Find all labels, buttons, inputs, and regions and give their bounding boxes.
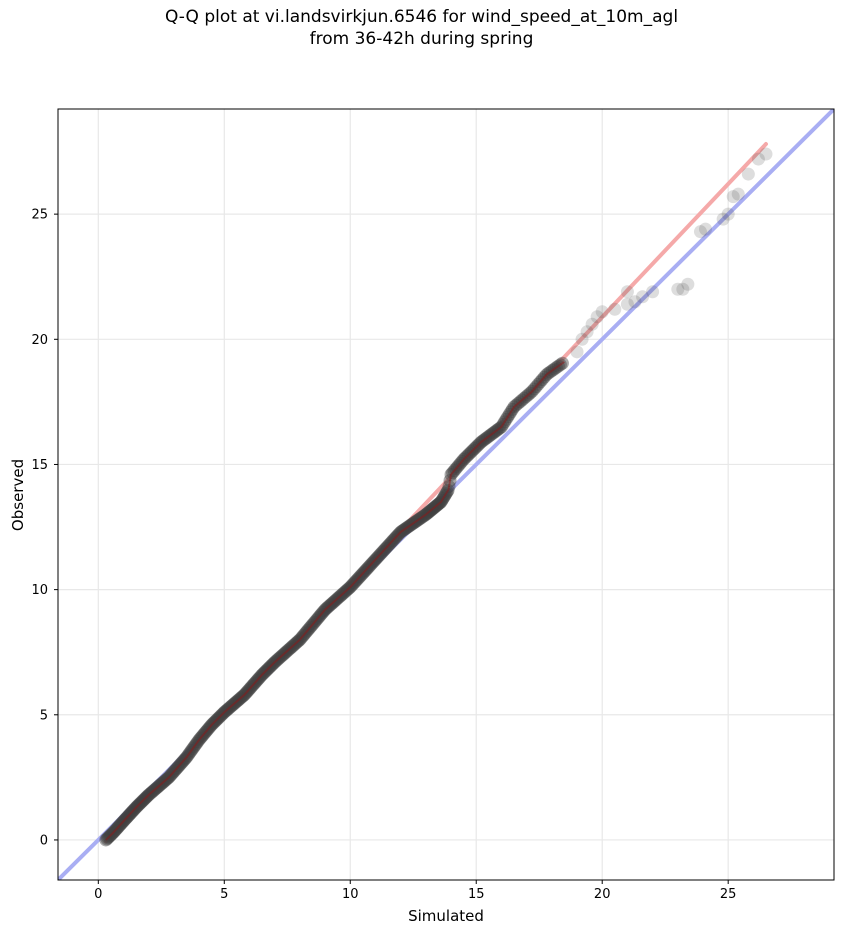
data-point [646, 285, 660, 299]
y-tick-label: 5 [40, 708, 48, 723]
data-point [731, 187, 745, 201]
y-axis-label: Observed [9, 459, 27, 531]
plot-frame [57, 108, 835, 881]
data-point [585, 317, 599, 331]
data-point [595, 305, 609, 319]
chart-title: Q-Q plot at vi.landsvirkjun.6546 for win… [0, 6, 843, 50]
data-point [751, 152, 765, 166]
fit-line [103, 142, 768, 844]
y-tick-label: 15 [31, 458, 48, 473]
x-axis-label: Simulated [408, 907, 484, 925]
data-point [628, 295, 642, 309]
y-tick-label: 10 [31, 583, 48, 598]
data-point [570, 345, 584, 359]
x-tick-label: 5 [220, 887, 228, 902]
data-points [99, 147, 773, 847]
dense-trace [105, 361, 565, 841]
data-point [721, 207, 735, 221]
x-tick-label: 15 [468, 887, 485, 902]
axis-ticks: 0 5 10 15 20 25 0 5 10 15 20 25 [31, 208, 736, 902]
data-point [580, 325, 594, 339]
data-point [608, 302, 622, 316]
data-point [676, 282, 690, 296]
data-point [699, 222, 713, 236]
data-point [671, 282, 685, 296]
data-point [575, 332, 589, 346]
x-tick-label: 20 [594, 887, 611, 902]
y-tick-label: 0 [40, 833, 48, 848]
chart-title-line-1: Q-Q plot at vi.landsvirkjun.6546 for win… [164, 7, 679, 27]
y-tick-label: 20 [31, 333, 48, 348]
data-point [759, 147, 773, 161]
data-point [590, 310, 604, 324]
data-point [693, 225, 707, 239]
data-point [726, 190, 740, 204]
x-tick-label: 25 [720, 887, 737, 902]
chart-title-line-2: from 36-42h during spring [309, 29, 534, 49]
grid-layer [58, 109, 834, 880]
data-point [620, 297, 634, 311]
x-tick-label: 10 [342, 887, 359, 902]
y-tick-label: 25 [31, 208, 48, 223]
data-point [741, 167, 755, 181]
data-point [636, 290, 650, 304]
data-point [681, 277, 695, 291]
x-tick-label: 0 [94, 887, 102, 902]
data-point [620, 285, 634, 299]
data-point [716, 212, 730, 226]
